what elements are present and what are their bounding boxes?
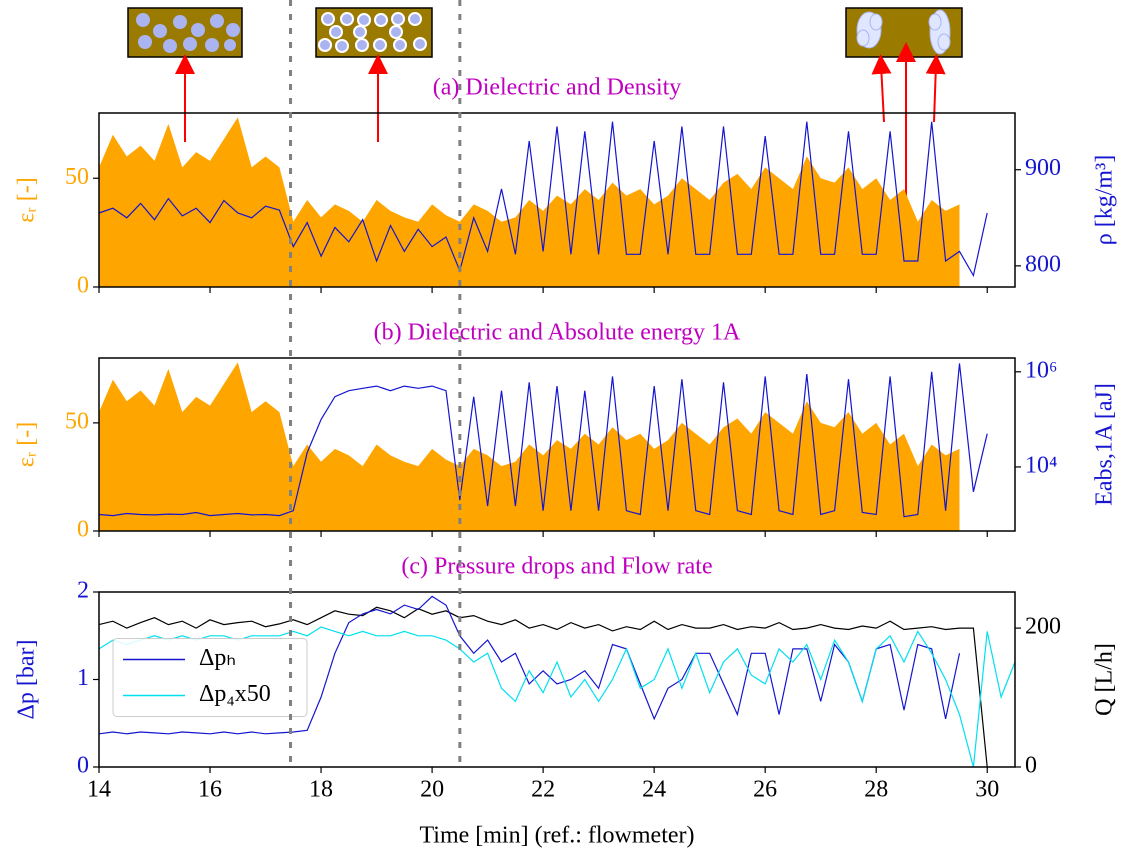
y-axis-label: εᵣ [-] bbox=[14, 422, 40, 468]
y-tick-label: 50 bbox=[65, 408, 89, 434]
y-axis-label: εᵣ [-] bbox=[14, 177, 40, 223]
x-tick-label: 20 bbox=[420, 777, 444, 803]
y2-axis-label: Q [L/h] bbox=[1092, 643, 1118, 716]
chart-title: (a) Dielectric and Density bbox=[433, 75, 682, 101]
legend-label: Δpₕ bbox=[199, 645, 236, 671]
line bbox=[98, 606, 988, 768]
y-tick-label: 0 bbox=[77, 273, 89, 299]
line bbox=[98, 626, 1016, 768]
chart-title: (c) Pressure drops and Flow rate bbox=[401, 554, 712, 580]
pictograms bbox=[127, 7, 963, 58]
plot-frame bbox=[98, 112, 1016, 288]
x-tick-label: 22 bbox=[531, 777, 555, 803]
y2-tick-label: 800 bbox=[1025, 251, 1061, 277]
y-tick-label: 50 bbox=[65, 164, 89, 190]
legend-label: Δp₄x50 bbox=[199, 681, 271, 707]
x-tick-label: 18 bbox=[309, 777, 333, 803]
y-axis-label: Δp [bar] bbox=[14, 639, 40, 719]
y-tick-label: 0 bbox=[77, 517, 89, 543]
x-tick-label: 28 bbox=[864, 777, 888, 803]
legend-box bbox=[112, 638, 308, 717]
x-tick-label: 30 bbox=[975, 777, 999, 803]
x-tick-label: 26 bbox=[753, 777, 777, 803]
x-axis-label: Time [min] (ref.: flowmeter) bbox=[419, 823, 694, 849]
x-tick-label: 14 bbox=[87, 777, 111, 803]
y2-axis-label: Eabs,1A [aJ] bbox=[1092, 383, 1118, 506]
y-tick-label: 0 bbox=[77, 753, 89, 779]
line bbox=[98, 363, 988, 518]
area bbox=[99, 362, 960, 531]
chart-title: (b) Dielectric and Absolute energy 1A bbox=[374, 320, 741, 346]
x-tick-label: 16 bbox=[198, 777, 222, 803]
y-tick-label: 1 bbox=[77, 665, 89, 691]
y2-tick-label: 10⁶ bbox=[1025, 357, 1057, 383]
line bbox=[98, 595, 961, 735]
line bbox=[98, 121, 988, 278]
y2-tick-label: 900 bbox=[1025, 155, 1061, 181]
plot-frame bbox=[98, 357, 1016, 532]
y2-tick-label: 0 bbox=[1025, 753, 1037, 779]
y2-tick-label: 10⁴ bbox=[1025, 452, 1057, 478]
area bbox=[99, 117, 960, 287]
y2-tick-label: 200 bbox=[1025, 614, 1061, 640]
y-tick-label: 2 bbox=[77, 578, 89, 604]
x-tick-label: 24 bbox=[642, 777, 666, 803]
y2-axis-label: ρ [kg/m³] bbox=[1092, 155, 1118, 246]
